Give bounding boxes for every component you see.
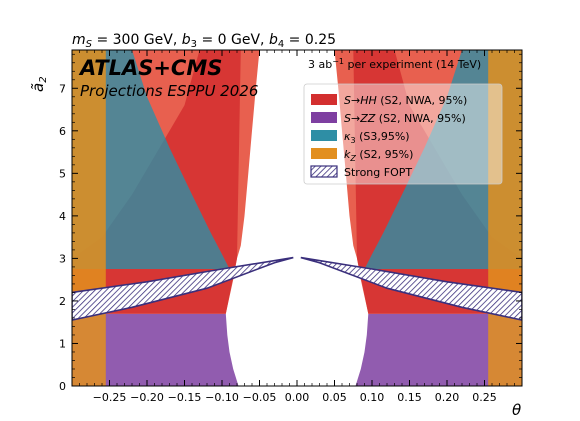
zz-region-right bbox=[355, 313, 522, 386]
y-tick-label: 0 bbox=[59, 380, 66, 393]
x-tick-label: −0.15 bbox=[168, 391, 202, 404]
x-tick-label: 0.20 bbox=[435, 391, 460, 404]
y-tick-label: 7 bbox=[59, 82, 66, 95]
legend: S→HH (S2, NWA, 95%) S→ZZ (S2, NWA, 95%) … bbox=[303, 83, 503, 185]
luminosity-label: 3 ab−1 per experiment (14 TeV) bbox=[308, 57, 481, 71]
legend-swatch-kz bbox=[311, 148, 337, 159]
x-tick-label: −0.10 bbox=[205, 391, 239, 404]
experiment-label: ATLAS+CMS bbox=[78, 56, 222, 80]
projection-label: Projections ESPPU 2026 bbox=[80, 82, 258, 100]
kappa3-region-left bbox=[72, 50, 230, 269]
kappa3-region-right bbox=[364, 50, 522, 269]
y-tick-label: 5 bbox=[59, 167, 66, 180]
x-axis-label: θ bbox=[512, 401, 521, 419]
legend-swatch-kappa3 bbox=[311, 130, 337, 141]
x-tick-label: −0.25 bbox=[93, 391, 127, 404]
plot-area bbox=[72, 50, 522, 386]
x-tick-label: 0.25 bbox=[472, 391, 497, 404]
y-axis-label: ã2 bbox=[29, 76, 49, 92]
y-tick-label: 6 bbox=[59, 125, 66, 138]
plot-overlay: −0.25 −0.20 −0.15 −0.10 −0.05 0.00 0.05 0.10 0.1… bbox=[59, 49, 523, 404]
kz-region-left bbox=[72, 50, 106, 386]
legend-box bbox=[303, 83, 503, 185]
legend-swatch-hh bbox=[311, 94, 337, 105]
legend-swatch-fopt bbox=[310, 165, 338, 178]
legend-label-kz: kZ (S2, 95%) bbox=[344, 148, 413, 163]
y-tick-label: 3 bbox=[59, 252, 66, 265]
y-tick-label: 1 bbox=[59, 337, 66, 350]
legend-label-hh: S→HH (S2, NWA, 95%) bbox=[344, 94, 467, 107]
x-tick-label: 0.10 bbox=[360, 391, 385, 404]
fopt-band-right bbox=[300, 256, 522, 321]
legend-label-kappa3: κ3 (S3,95%) bbox=[344, 130, 410, 145]
x-tick-label: 0.15 bbox=[397, 391, 422, 404]
y-tick-label: 2 bbox=[59, 295, 66, 308]
x-tick-label: −0.05 bbox=[243, 391, 277, 404]
x-tick-label: −0.20 bbox=[130, 391, 164, 404]
chart-title: mS = 300 GeV, b3 = 0 GeV, b4 = 0.25 bbox=[72, 32, 336, 50]
zz-region-left bbox=[72, 313, 239, 386]
legend-label-zz: S→ZZ (S2, NWA, 95%) bbox=[344, 112, 466, 125]
y-tick-label: 4 bbox=[59, 210, 66, 223]
x-tick-label: 0.00 bbox=[285, 391, 310, 404]
legend-label-fopt: Strong FOPT bbox=[344, 166, 412, 179]
x-tick-label: 0.05 bbox=[322, 391, 347, 404]
fopt-band-left bbox=[72, 256, 294, 321]
legend-swatch-zz bbox=[311, 112, 337, 123]
